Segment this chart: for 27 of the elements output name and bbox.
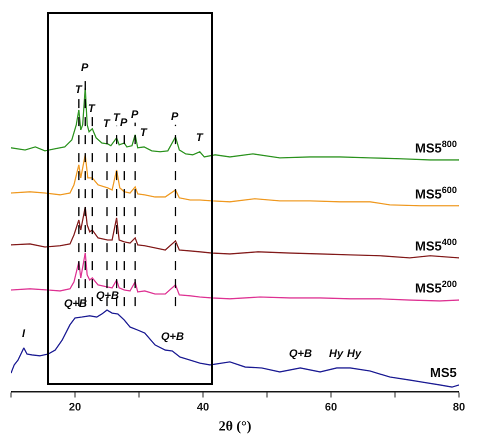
ref-line-label: T bbox=[75, 84, 83, 96]
x-tick-label: 40 bbox=[196, 402, 210, 414]
series-label: MS5$^{200}$ bbox=[415, 279, 457, 296]
ref-line-label: T bbox=[88, 103, 96, 115]
annotation: Hy bbox=[347, 348, 362, 360]
ref-line-label: P bbox=[120, 117, 128, 129]
ref-line-label: P bbox=[171, 111, 179, 123]
series-label: MS5$^{800}$ bbox=[415, 139, 457, 156]
x-axis-title: 2θ (°) bbox=[218, 420, 252, 435]
ref-line-label: T bbox=[113, 112, 121, 124]
x-tick-label: 60 bbox=[324, 402, 338, 414]
ref-line-label: T bbox=[103, 118, 111, 130]
annotation: Q+B bbox=[64, 298, 87, 310]
annotation: T bbox=[140, 127, 148, 139]
annotation: T bbox=[196, 132, 204, 144]
series-label: MS5 bbox=[430, 365, 457, 380]
ref-line-label: P bbox=[81, 62, 89, 74]
series-label: MS5$^{600}$ bbox=[415, 185, 457, 202]
series-label: MS5$^{400}$ bbox=[415, 237, 457, 254]
annotation: Q+B bbox=[96, 290, 119, 302]
annotation: Q+B bbox=[161, 331, 184, 343]
annotation: I bbox=[22, 328, 26, 340]
ref-line-label: P bbox=[131, 109, 139, 121]
annotation: Hy bbox=[329, 348, 344, 360]
x-tick-label: 20 bbox=[68, 402, 82, 414]
annotation: Q+B bbox=[289, 348, 312, 360]
x-tick-label: 80 bbox=[452, 402, 466, 414]
